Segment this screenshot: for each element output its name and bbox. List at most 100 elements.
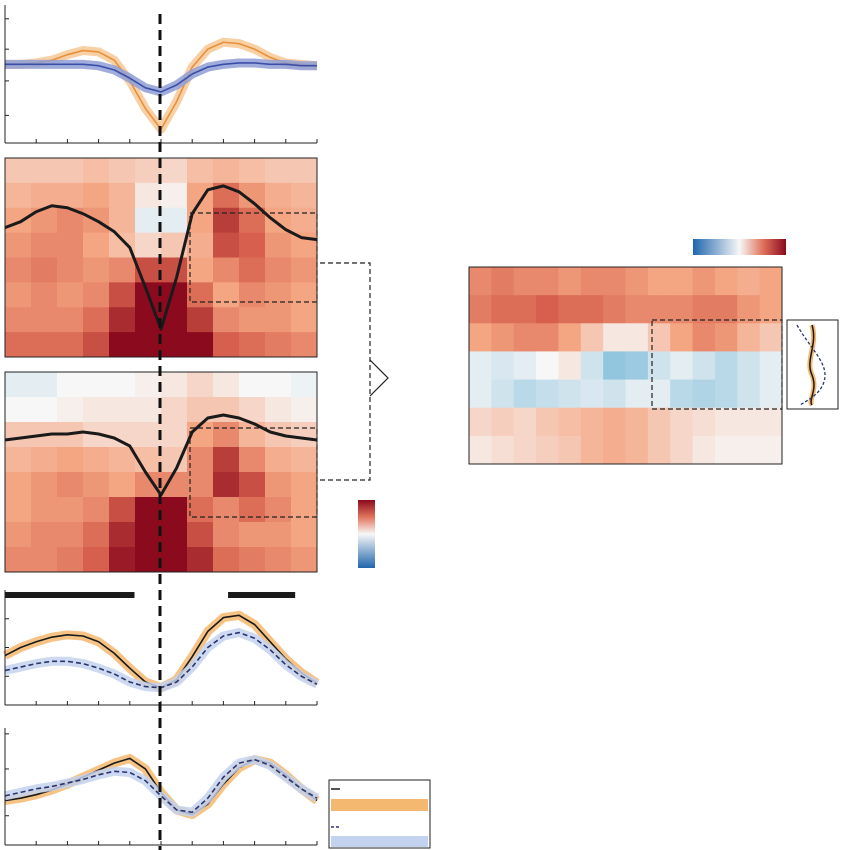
- heat-cell: [109, 522, 136, 548]
- heat-cell: [239, 422, 266, 448]
- heat-cell: [31, 397, 58, 423]
- heat-cell: [737, 407, 761, 437]
- heat-cell: [213, 158, 240, 184]
- heat-cell: [737, 351, 761, 381]
- heat-cell: [83, 257, 110, 283]
- frame: [468, 266, 783, 465]
- heat-cell: [5, 472, 32, 498]
- heat-cell: [291, 282, 318, 308]
- heat-cell: [57, 547, 84, 573]
- heat-cell: [714, 351, 738, 381]
- heat-cell: [291, 307, 318, 333]
- heat-cell: [5, 232, 32, 258]
- heat-cell: [759, 323, 783, 352]
- heat-cell: [57, 182, 84, 209]
- heat-cell: [513, 435, 537, 465]
- heat-cell: [83, 447, 110, 473]
- heat-cell: [109, 497, 136, 523]
- heat-cell: [239, 257, 266, 283]
- inset-line: [809, 324, 815, 406]
- heat-cell: [513, 351, 537, 381]
- heat-cell: [692, 379, 716, 409]
- heat-cell: [647, 435, 671, 465]
- heat-cell: [57, 397, 84, 423]
- heat-cell: [213, 332, 240, 358]
- series-line: [4, 758, 318, 814]
- heat-cell: [737, 379, 761, 409]
- heat-cell: [291, 158, 318, 184]
- heat-cell: [31, 447, 58, 473]
- heat-cell: [239, 447, 266, 473]
- heat-cell: [265, 447, 292, 473]
- heat-cell: [265, 472, 292, 498]
- heat-cell: [5, 207, 32, 234]
- heat-cell: [161, 207, 188, 234]
- heat-cell: [265, 232, 292, 258]
- heat-cell: [5, 422, 32, 448]
- heat-cell: [580, 323, 604, 352]
- heat-cell: [161, 522, 188, 548]
- heat-cell: [670, 407, 694, 437]
- heat-cell: [187, 307, 214, 333]
- heat-cell: [83, 307, 110, 333]
- heat-cell: [31, 372, 58, 398]
- heat-cell: [213, 497, 240, 523]
- heat-cell: [291, 447, 318, 473]
- heat-cell: [291, 207, 318, 234]
- significance-bar: [5, 592, 135, 598]
- heat-cell: [491, 351, 515, 381]
- heat-cell: [536, 407, 559, 437]
- heat-cell: [536, 323, 559, 352]
- heat-cell: [513, 295, 537, 324]
- heat-cell: [558, 295, 582, 324]
- heat-cell: [580, 435, 604, 465]
- heat-cell: [239, 372, 266, 398]
- heat-cell: [109, 307, 136, 333]
- zoom-box: [651, 319, 783, 410]
- heat-cell: [670, 435, 694, 465]
- heat-cell: [670, 295, 694, 324]
- heat-cell: [265, 372, 292, 398]
- heat-cell: [670, 351, 694, 381]
- heat-cell: [692, 435, 716, 465]
- heat-cell: [647, 323, 671, 352]
- legend-band: [331, 799, 428, 811]
- overlay: [158, 14, 839, 850]
- heat-cell: [558, 407, 582, 437]
- heat-cell: [670, 379, 694, 409]
- heat-cell: [265, 257, 292, 283]
- heat-cell: [265, 307, 292, 333]
- heat-cell: [265, 497, 292, 523]
- heat-cell: [491, 435, 515, 465]
- heat-cell: [291, 232, 318, 258]
- heat-cell: [714, 267, 738, 296]
- heat-cell: [625, 379, 649, 409]
- heat-cell: [83, 282, 110, 308]
- colorbar: [693, 239, 786, 255]
- heat-cell: [5, 182, 32, 209]
- heat-cell: [5, 522, 32, 548]
- heat-cell: [109, 158, 136, 184]
- heat-cell: [469, 267, 492, 296]
- heat-cell: [536, 295, 559, 324]
- heat-cell: [31, 332, 58, 358]
- heat-cell: [187, 472, 214, 498]
- heat-cell: [83, 232, 110, 258]
- heat-cell: [692, 407, 716, 437]
- heat-cell: [187, 332, 214, 358]
- heat-cell: [135, 182, 162, 209]
- heat-cell: [135, 397, 162, 423]
- heat-cell: [265, 522, 292, 548]
- heat-cell: [187, 447, 214, 473]
- heat-cell: [759, 295, 783, 324]
- heat-cell: [109, 397, 136, 423]
- heat-cell: [83, 497, 110, 523]
- heat-cell: [491, 267, 515, 296]
- heat-cell: [670, 323, 694, 352]
- heat-cell: [647, 407, 671, 437]
- heat-cell: [580, 351, 604, 381]
- heat-cell: [57, 472, 84, 498]
- heat-cell: [57, 232, 84, 258]
